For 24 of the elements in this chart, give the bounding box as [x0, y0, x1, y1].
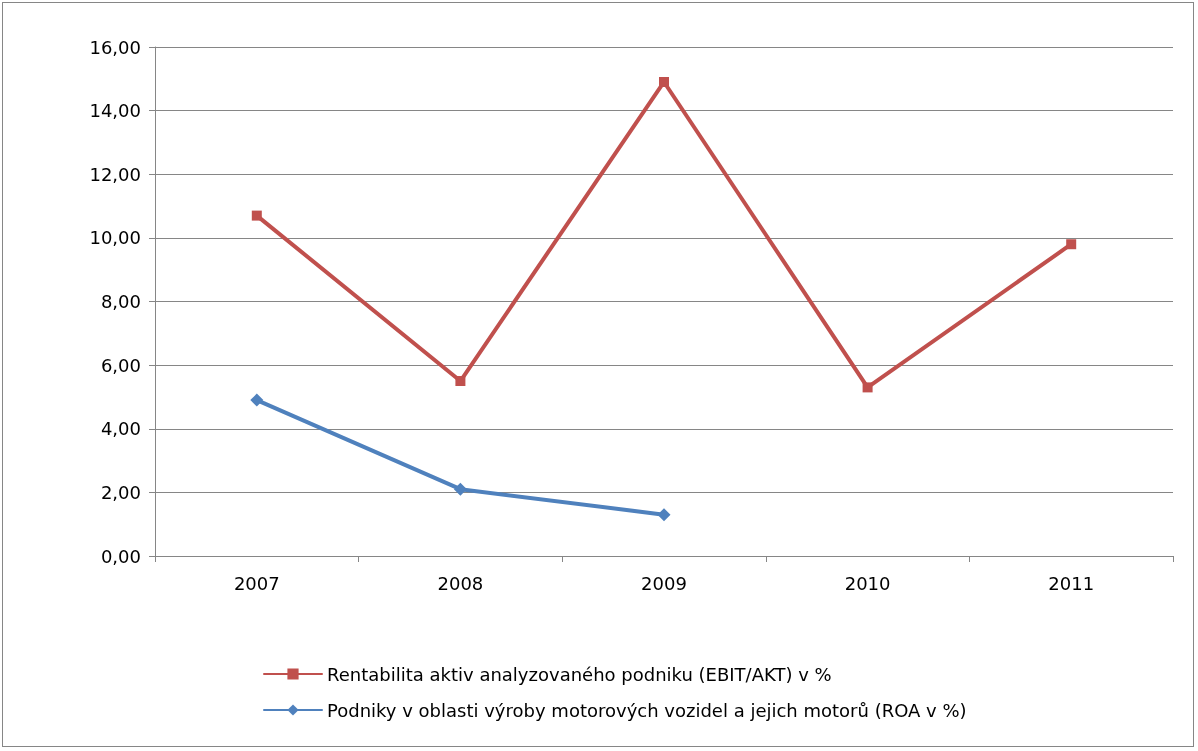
y-tick-label: 10,00 — [89, 227, 141, 249]
point — [657, 508, 671, 522]
x-tick-label: 2009 — [641, 572, 687, 594]
legend-label: Podniky v oblasti výroby motorových vozidel a jejich motorů (ROA v %) — [327, 699, 967, 721]
legend-label: Rentabilita aktiv analyzovaného podniku (EBIT/AKT) v % — [327, 663, 832, 685]
x-tick-label: 2011 — [1048, 572, 1095, 594]
y-tick-label: 8,00 — [100, 291, 141, 312]
point — [251, 210, 262, 221]
y-tick-label: 16,00 — [89, 36, 141, 58]
y-tick-label: 12,00 — [89, 163, 141, 185]
y-tick-label: 4,00 — [100, 418, 141, 440]
x-tick-label: 2010 — [844, 572, 891, 594]
point — [455, 376, 466, 387]
point — [659, 76, 669, 87]
x-tick-label: 2007 — [233, 572, 280, 594]
y-tick-label: 6,00 — [100, 354, 141, 376]
point — [862, 382, 873, 393]
y-tick-label: 0,00 — [100, 545, 141, 567]
x-tick-label: 2008 — [437, 572, 484, 594]
point — [250, 393, 264, 407]
y-tick-label: 14,00 — [89, 100, 141, 122]
y-tick-label: 2,00 — [100, 481, 141, 503]
point — [453, 482, 467, 496]
point — [1066, 239, 1077, 250]
